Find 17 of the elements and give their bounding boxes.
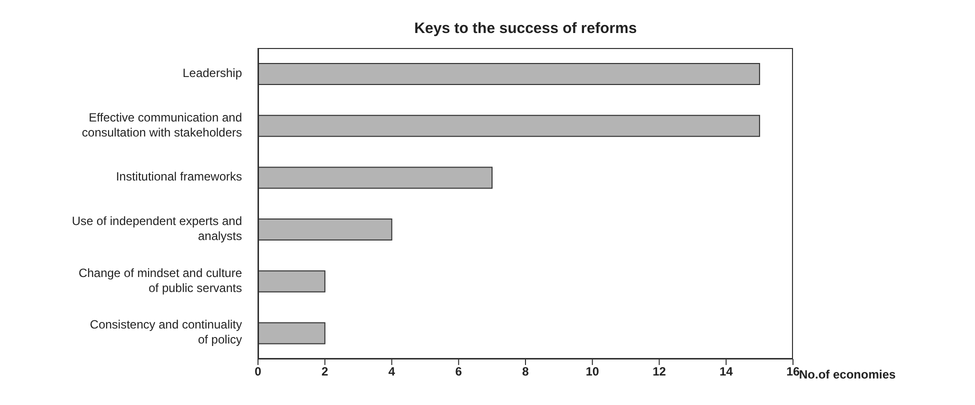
x-tick-label: 2	[322, 364, 329, 379]
y-tick-label: Effective communication and consultation with stakeholders	[82, 110, 242, 140]
x-tick-label: 10	[586, 364, 600, 379]
y-tick-label: Institutional frameworks	[116, 170, 242, 184]
x-tick-label: 16	[786, 364, 800, 379]
chart-title: Keys to the success of reforms	[413, 20, 638, 37]
x-tick-label: 6	[455, 364, 462, 379]
x-tick-label: 8	[522, 364, 530, 379]
y-tick-label: Change of mindset and culture of public servants	[78, 266, 242, 295]
x-tick-label: 12	[652, 364, 666, 379]
y-tick-label: Leadership	[182, 66, 242, 80]
x-tick-label: 14	[719, 364, 734, 379]
x-tick-label: 0	[254, 364, 262, 379]
x-tick-label: 4	[388, 364, 396, 379]
y-tick-label: Consistency and continuality of policy	[90, 318, 242, 347]
y-tick-label: Use of independent experts and analysts	[72, 214, 242, 244]
x-axis-title: No.of economies	[799, 367, 896, 382]
